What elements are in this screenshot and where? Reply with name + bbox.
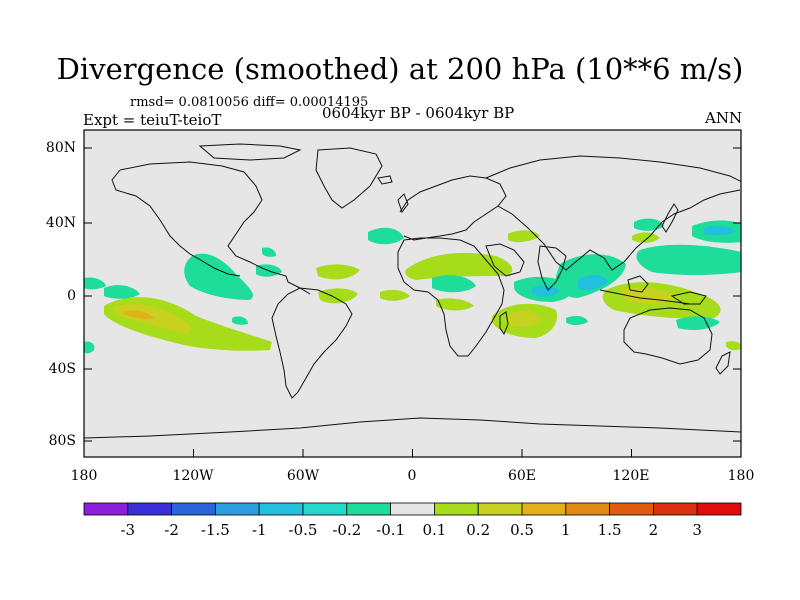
coastline-europe [399,175,507,241]
contour-positive [726,341,741,351]
colorbar-label: 1.5 [598,521,622,539]
contour-positive [506,310,542,328]
contour-negative [84,341,95,354]
coastlines [84,143,741,439]
contour-negative [704,225,736,236]
colorbar-swatch [302,502,348,516]
coastline-new-zealand [715,351,731,375]
divergence-contours [84,143,741,439]
contour-positive [632,232,660,243]
axis-ticks [83,147,742,457]
contour-negative [232,316,248,325]
contour-negative [676,316,720,330]
contour-positive [436,298,474,311]
lat-label: 80N [45,140,76,156]
experiment-label: Expt = teiuT-teioT [83,111,222,129]
colorbar-label: 0.1 [422,521,446,539]
colorbar-swatch [477,502,523,516]
contour-negative [636,244,741,275]
contour-negative [578,274,608,290]
colorbar-swatch [390,502,435,516]
lon-label: 0 [407,468,417,484]
colorbar-label: -1 [252,521,267,539]
colorbar-label: -1.5 [201,521,230,539]
coastline-greenland [315,147,383,209]
colorbar-swatch [696,502,742,516]
lon-label: 120E [612,468,650,484]
contour-positive [316,264,360,280]
lon-label: 180 [70,468,98,484]
stats-text: rmsd= 0.0810056 diff= 0.00014195 [130,95,369,110]
colorbar-label: 0.2 [466,521,490,539]
contour-positive [318,288,358,304]
colorbar-label: 3 [692,521,702,539]
colorbar-label: 1 [561,521,571,539]
colorbar-swatch [127,502,173,516]
coastline-india [537,245,567,291]
colorbar-swatch [346,502,391,516]
lat-label: 80S [48,433,76,449]
coastline-madagascar [499,311,509,336]
coastline-japan [661,203,679,233]
coastline-north-america [119,161,311,295]
colorbar-label: -3 [120,521,135,539]
lat-label: 0 [67,288,76,304]
coastline-borneo [627,275,649,293]
coastline-north-america [111,169,241,277]
colorbar-label: -2 [164,521,179,539]
period-label: 0604kyr BP - 0604kyr BP [322,104,515,122]
coastline-new-guinea [670,291,707,305]
coastline-antarctica [84,417,741,439]
map-title: Divergence (smoothed) at 200 hPa (10**6 … [56,52,744,86]
colorbar-label: -0.2 [332,521,361,539]
colorbar-swatch [653,502,698,516]
coastline-south-america [271,287,353,399]
colorbar-label: -0.1 [376,521,405,539]
colorbar-label: -0.5 [289,521,318,539]
contour-negative [184,253,254,300]
colorbar-swatch [565,502,610,516]
contour-positive [508,230,540,243]
coastline-arabia [485,243,525,277]
contour-positive [124,310,154,319]
coastline-asia [497,189,741,271]
contour-positive [380,289,410,301]
colorbar: -3 -2 -1.5 -1 -0.5 -0.2 -0.1 0.1 0.2 0.5 1 1.5 2 3 [83,502,742,539]
contour-negative [566,315,588,325]
season-label: ANN [705,109,743,127]
coastline-indonesia [599,289,691,305]
colorbar-label: 2 [649,521,659,539]
colorbar-label: 0.5 [510,521,534,539]
contour-negative [432,275,476,293]
lon-label: 60W [286,468,320,484]
coastline-arctic-islands [198,143,302,161]
colorbar-swatch [521,502,567,516]
lon-label: 120W [172,468,214,484]
lat-label: 40S [48,361,76,377]
coastline-australia [623,307,713,365]
coastline-iceland [377,175,393,185]
contour-negative [532,285,560,297]
contour-negative [104,285,140,299]
colorbar-swatch [609,502,654,516]
lon-label: 180 [727,468,755,484]
colorbar-swatch [83,502,129,516]
colorbar-swatch [258,502,304,516]
coastline-africa [397,237,505,357]
colorbar-swatch [433,502,479,516]
contour-negative [368,227,404,245]
coastline-uk [397,193,409,214]
coastline-asia [485,155,741,183]
lon-label: 60E [507,468,537,484]
lat-label: 40N [45,215,76,231]
colorbar-swatch [171,502,216,516]
contour-negative [262,247,276,257]
colorbar-swatch [214,502,260,516]
contour-negative [84,277,106,290]
